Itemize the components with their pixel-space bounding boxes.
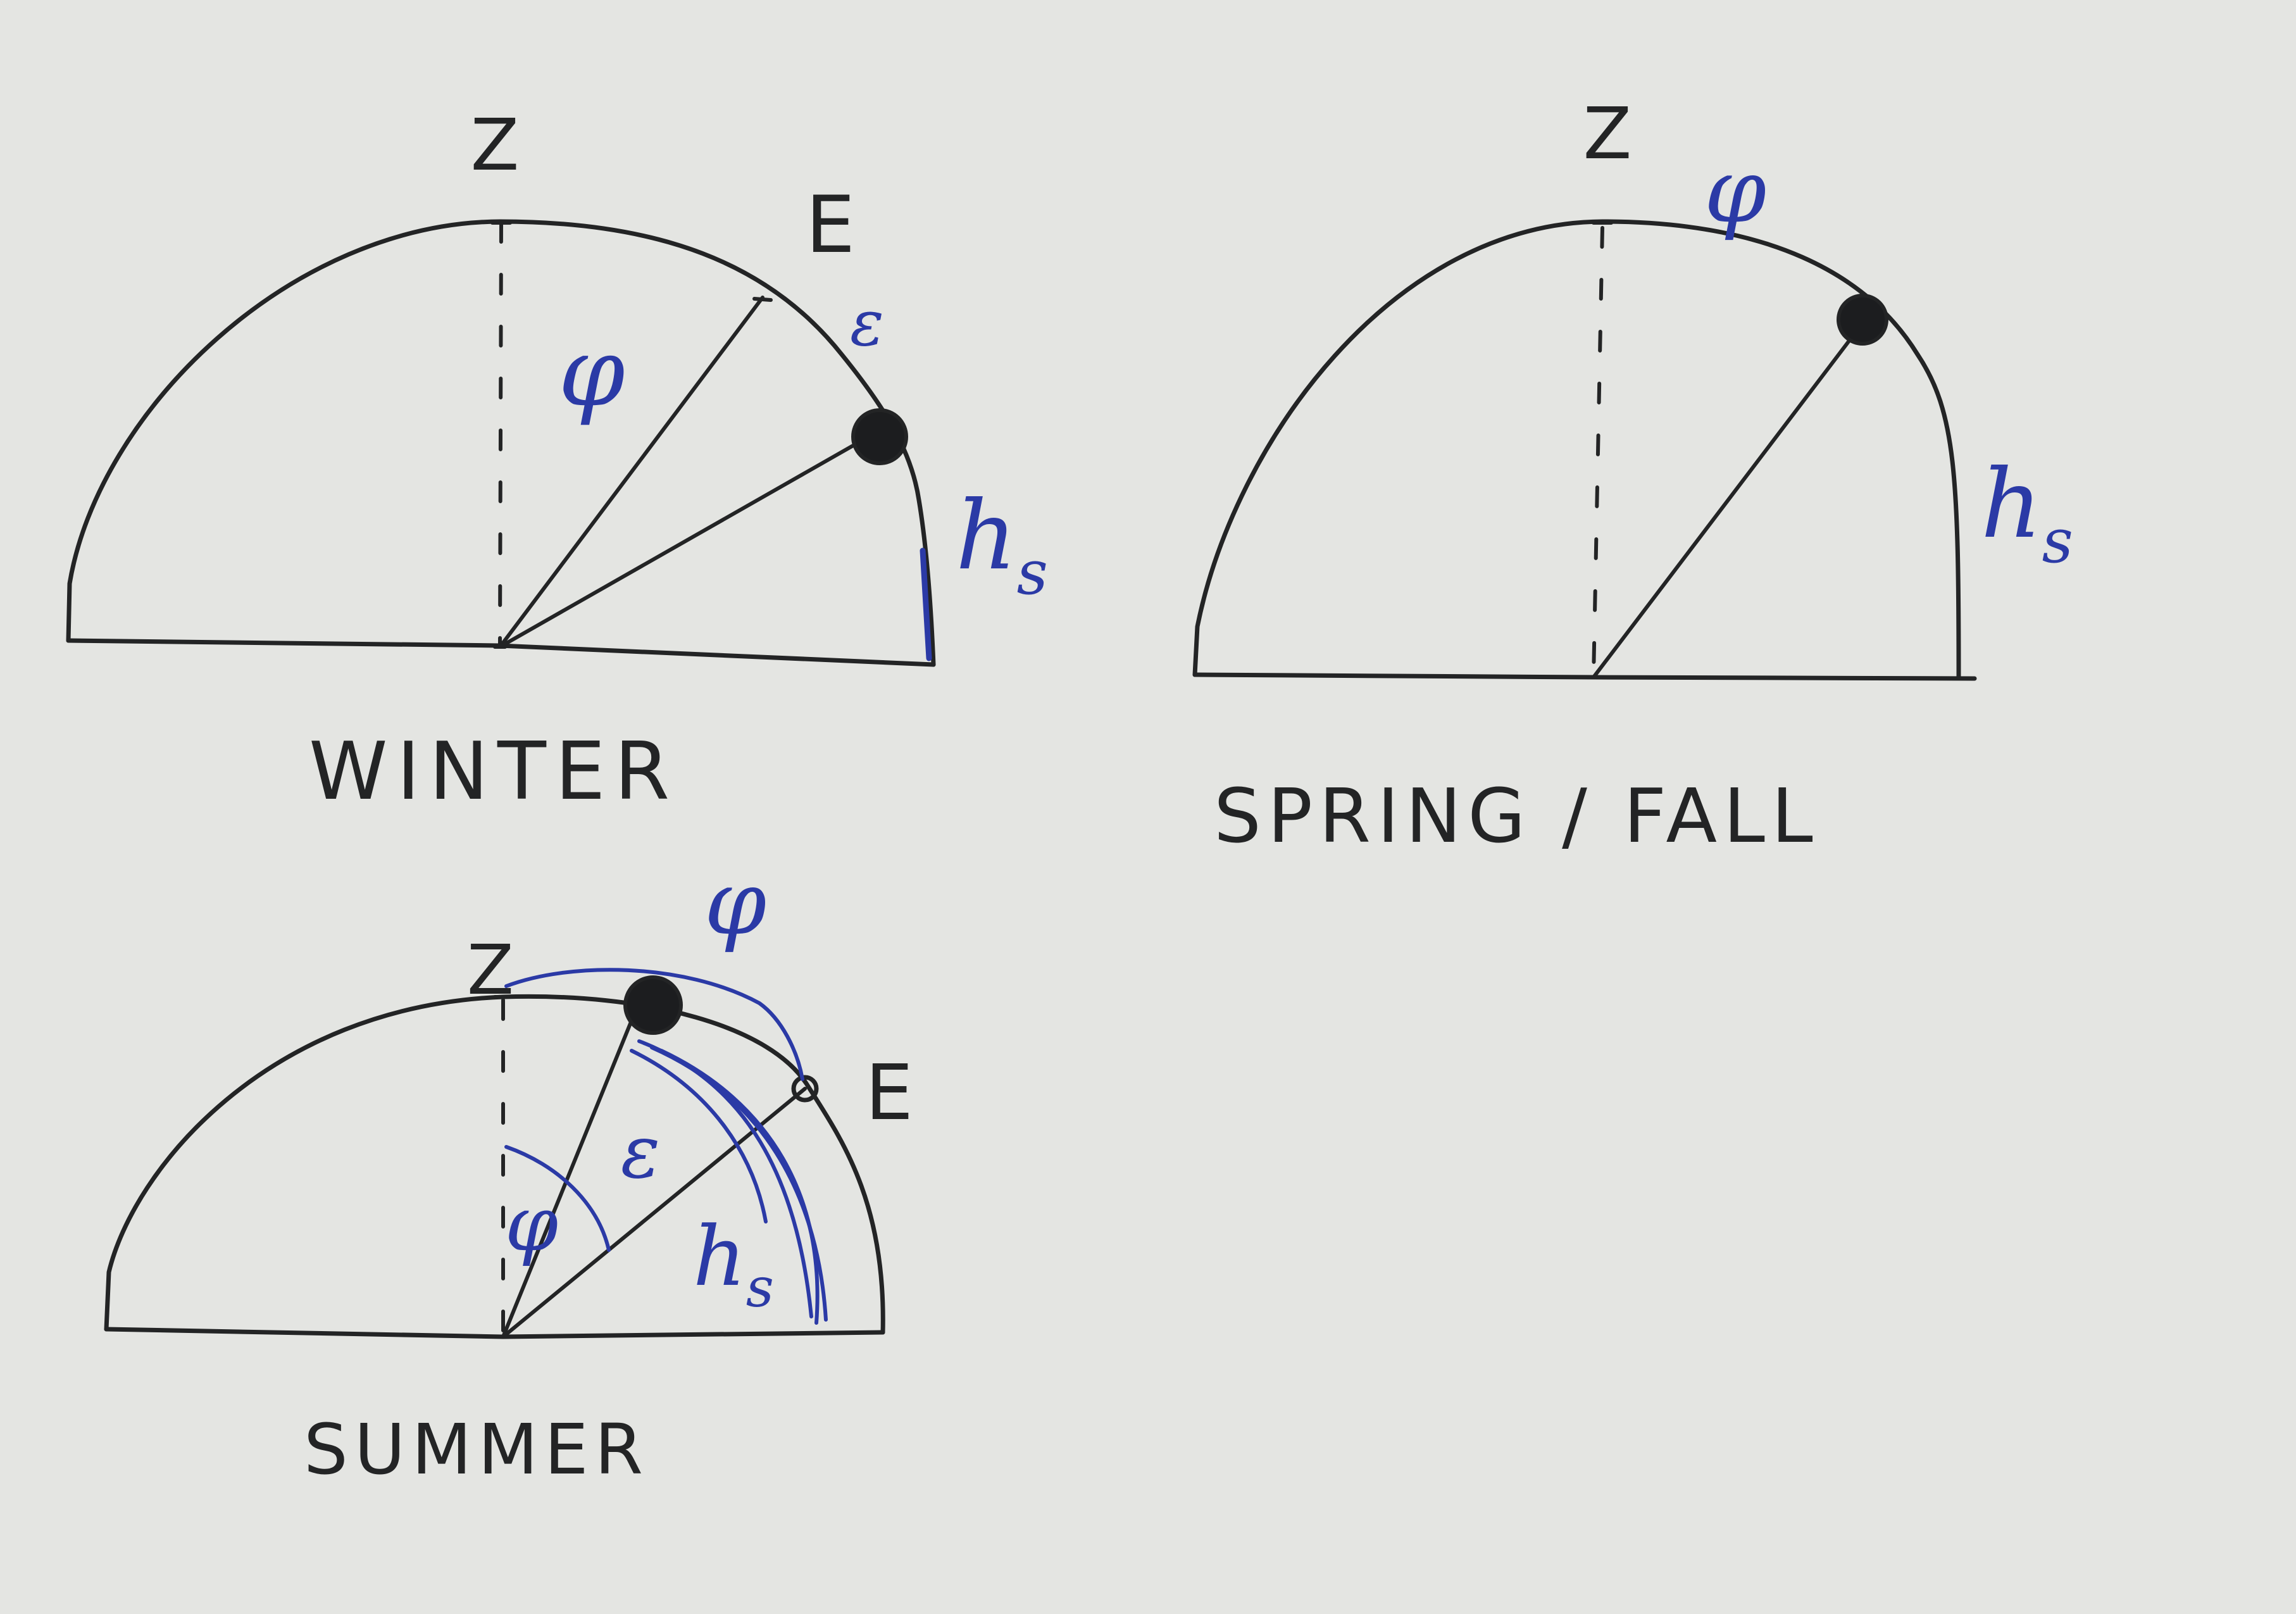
winter-hs-label: hs [956, 481, 1048, 608]
summer-phi-angle-arc [504, 1145, 611, 1252]
spring-fall-sun-line [1592, 320, 1866, 679]
spring-fall-horizon-line [1192, 672, 1977, 681]
winter-caption: WINTER [309, 725, 678, 818]
summer-zenith-label: Z [467, 931, 514, 1010]
spring-fall-phi-label: φ [1704, 140, 1766, 243]
spring-fall-zenith-label: Z [1583, 93, 1632, 175]
winter-sun-line [498, 441, 859, 649]
summer-hs-arc-3 [659, 1049, 820, 1325]
summer-diagram: Z E φ φ ε hs SUMMER [104, 852, 913, 1490]
winter-e-line [498, 296, 764, 649]
winter-phi-label: φ [558, 318, 625, 428]
winter-zenith-label: Z [471, 104, 520, 187]
spring-fall-caption: SPRING / FALL [1214, 772, 1819, 860]
spring-fall-diagram: Z φ hs SPRING / FALL [1192, 93, 2073, 860]
summer-caption: SUMMER [304, 1409, 649, 1490]
summer-epsilon-label: ε [621, 1110, 660, 1195]
summer-e-label: E [865, 1049, 913, 1137]
summer-phi-angle-label: φ [505, 1180, 558, 1268]
summer-sun-marker [623, 975, 683, 1035]
summer-sun-line [501, 1008, 638, 1339]
summer-hs-h: h [693, 1208, 746, 1304]
winter-hs-arc [920, 547, 932, 661]
spring-fall-hs-label: hs [1981, 449, 2073, 577]
winter-sky-arc [66, 219, 936, 667]
winter-e-tick [752, 297, 773, 302]
summer-phi-arc [504, 968, 804, 1081]
summer-horizon-line [104, 1327, 885, 1339]
summer-epsilon-arc-1 [630, 1049, 768, 1223]
spring-fall-hs-sub: s [2042, 506, 2073, 577]
winter-hs-sub: s [1017, 537, 1048, 608]
winter-e-label: E [806, 180, 855, 271]
summer-phi-arc-label: φ [704, 852, 766, 955]
winter-zenith-line [498, 221, 503, 646]
spring-fall-sun-marker [1837, 294, 1888, 346]
summer-sky-arc [104, 994, 885, 1335]
spring-fall-hs-h: h [1981, 449, 2042, 560]
winter-epsilon-label: ε [850, 286, 884, 360]
spring-fall-sky-arc [1192, 219, 1961, 680]
winter-hs-h: h [956, 481, 1017, 591]
winter-sun-marker [851, 408, 908, 465]
summer-hs-sub: s [746, 1256, 774, 1320]
spring-fall-zenith-line [1592, 226, 1604, 679]
summer-hs-label: hs [693, 1208, 774, 1320]
summer-e-marker [791, 1075, 819, 1103]
winter-diagram: Z E φ ε hs WINTER [66, 104, 1048, 818]
